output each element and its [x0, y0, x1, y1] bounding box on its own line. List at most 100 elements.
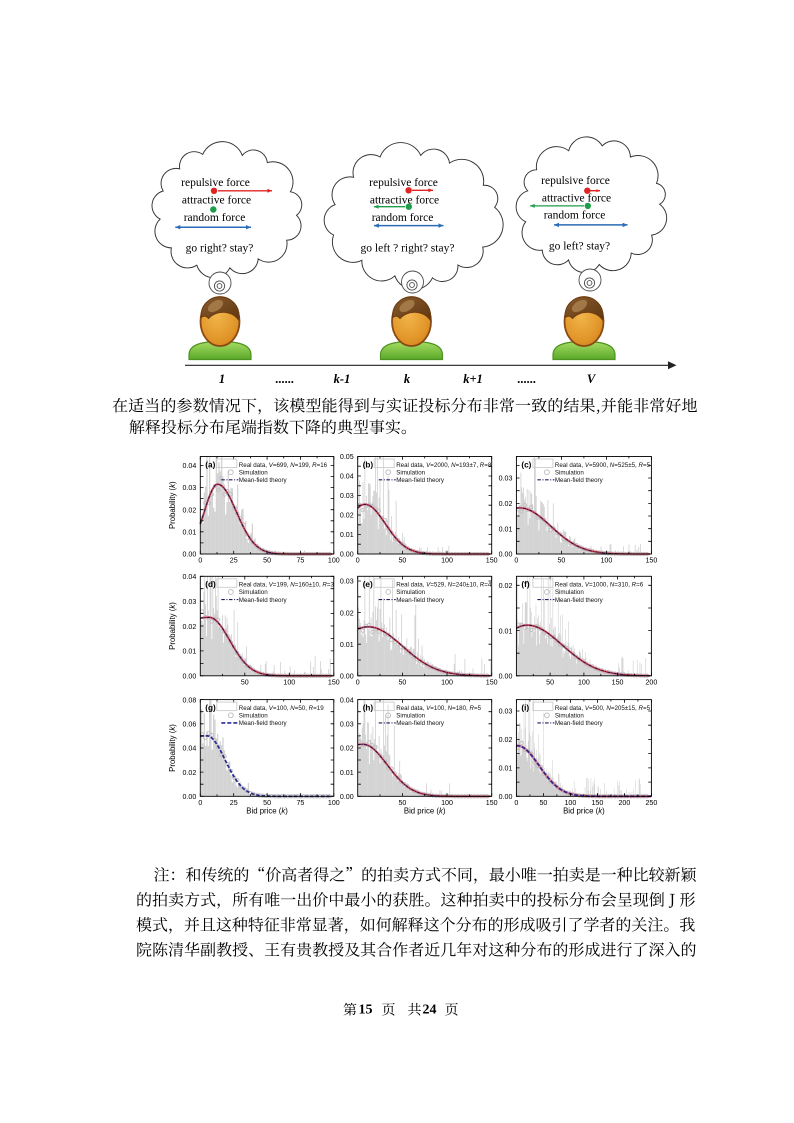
svg-text:0.01: 0.01	[499, 627, 513, 635]
svg-text:Probability (k): Probability (k)	[168, 724, 177, 772]
svg-text:k+1: k+1	[463, 372, 483, 386]
svg-text:(a): (a)	[205, 460, 215, 469]
svg-text:repulsive force: repulsive force	[541, 175, 610, 187]
svg-text:V: V	[587, 372, 597, 386]
svg-text:Probability (k): Probability (k)	[168, 602, 177, 650]
svg-text:0.02: 0.02	[182, 506, 196, 514]
svg-text:0.00: 0.00	[182, 551, 196, 559]
svg-text:Simulation: Simulation	[239, 713, 268, 720]
svg-text:0.01: 0.01	[499, 765, 513, 773]
svg-text:(f): (f)	[521, 580, 529, 589]
svg-text:0: 0	[198, 799, 202, 807]
svg-text:Simulation: Simulation	[239, 469, 268, 476]
svg-text:0.00: 0.00	[182, 793, 196, 801]
svg-text:......: ......	[276, 372, 295, 386]
svg-text:0.01: 0.01	[340, 769, 354, 777]
svg-text:0.08: 0.08	[182, 696, 196, 704]
svg-text:0.02: 0.02	[182, 623, 196, 631]
svg-text:0.02: 0.02	[340, 745, 354, 753]
svg-text:k-1: k-1	[334, 372, 351, 386]
svg-text:0.00: 0.00	[499, 793, 513, 801]
svg-text:250: 250	[645, 799, 657, 807]
svg-text:0.00: 0.00	[340, 793, 354, 801]
svg-text:150: 150	[645, 557, 657, 565]
svg-text:25: 25	[230, 557, 238, 565]
svg-text:200: 200	[645, 678, 657, 686]
svg-text:Mean-field theory: Mean-field theory	[555, 720, 604, 727]
svg-text:0.03: 0.03	[340, 721, 354, 729]
svg-text:0.04: 0.04	[182, 462, 196, 470]
svg-text:0: 0	[198, 557, 202, 565]
svg-text:0.01: 0.01	[182, 529, 196, 537]
svg-text:Bid price (k): Bid price (k)	[563, 807, 605, 816]
svg-text:k: k	[404, 372, 411, 386]
svg-text:0: 0	[356, 557, 360, 565]
svg-text:0.02: 0.02	[340, 512, 354, 520]
svg-text:50: 50	[263, 557, 271, 565]
svg-text:Simulation: Simulation	[239, 589, 268, 596]
svg-text:0.01: 0.01	[182, 648, 196, 656]
svg-text:Bid price (k): Bid price (k)	[246, 807, 288, 816]
svg-text:150: 150	[612, 678, 624, 686]
svg-text:0.00: 0.00	[499, 673, 513, 681]
svg-text:(h): (h)	[363, 703, 374, 712]
svg-text:Simulation: Simulation	[555, 469, 584, 476]
svg-text:attractive force: attractive force	[370, 195, 439, 207]
svg-text:100: 100	[283, 678, 295, 686]
svg-text:attractive force: attractive force	[182, 195, 251, 207]
svg-text:0.04: 0.04	[182, 573, 196, 581]
svg-text:Real data, V=2000, N=193±7, R=: Real data, V=2000, N=193±7, R=8	[396, 462, 492, 469]
svg-text:0.01: 0.01	[499, 525, 513, 533]
svg-text:(g): (g)	[205, 703, 216, 712]
svg-text:24: 24	[423, 1003, 437, 1018]
svg-text:100: 100	[441, 678, 453, 686]
svg-text:Real data, V=500, N=205±15, R=: Real data, V=500, N=205±15, R=5	[555, 705, 651, 712]
svg-text:repulsive force: repulsive force	[369, 177, 438, 189]
svg-text:50: 50	[557, 557, 565, 565]
svg-text:0.06: 0.06	[182, 721, 196, 729]
svg-text:75: 75	[296, 557, 304, 565]
svg-text:25: 25	[230, 799, 238, 807]
svg-text:100: 100	[328, 799, 340, 807]
svg-text:Real data, V=100, N=50, R=19: Real data, V=100, N=50, R=19	[239, 705, 324, 712]
svg-text:100: 100	[578, 678, 590, 686]
svg-text:150: 150	[486, 678, 498, 686]
svg-text:0.03: 0.03	[182, 598, 196, 606]
svg-text:Mean-field theory: Mean-field theory	[396, 720, 445, 727]
svg-text:random force: random force	[184, 212, 246, 224]
svg-text:0.01: 0.01	[340, 641, 354, 649]
svg-text:attractive force: attractive force	[542, 193, 611, 205]
svg-text:100: 100	[441, 557, 453, 565]
svg-text:15: 15	[359, 1003, 373, 1018]
svg-text:50: 50	[398, 557, 406, 565]
svg-text:Mean-field theory: Mean-field theory	[396, 477, 445, 484]
svg-text:0: 0	[356, 678, 360, 686]
svg-text:0.00: 0.00	[340, 673, 354, 681]
svg-text:50: 50	[398, 678, 406, 686]
svg-text:0.04: 0.04	[340, 696, 354, 704]
svg-text:Mean-field theory: Mean-field theory	[239, 477, 288, 484]
svg-text:Mean-field theory: Mean-field theory	[396, 597, 445, 604]
svg-text:Real data, V=529, N=240±10, R=: Real data, V=529, N=240±10, R=4	[396, 582, 492, 589]
svg-text:go left? stay?: go left? stay?	[549, 241, 610, 253]
svg-text:0.02: 0.02	[499, 736, 513, 744]
svg-text:0.05: 0.05	[340, 453, 354, 461]
svg-text:150: 150	[486, 799, 498, 807]
svg-text:0.03: 0.03	[499, 708, 513, 716]
svg-text:Real data, V=199, N=160±10, R=: Real data, V=199, N=160±10, R=3	[239, 582, 335, 589]
svg-text:0.01: 0.01	[340, 531, 354, 539]
svg-text:random force: random force	[372, 212, 434, 224]
svg-text:Real data, V=100, N=180, R=5: Real data, V=100, N=180, R=5	[396, 705, 481, 712]
svg-text:50: 50	[398, 799, 406, 807]
svg-text:(i): (i)	[521, 703, 529, 712]
svg-text:Mean-field theory: Mean-field theory	[239, 597, 288, 604]
svg-text:Mean-field theory: Mean-field theory	[555, 477, 604, 484]
svg-text:100: 100	[328, 557, 340, 565]
svg-text:random force: random force	[544, 210, 606, 222]
svg-text:1: 1	[219, 372, 225, 386]
svg-text:150: 150	[486, 557, 498, 565]
svg-text:0: 0	[514, 799, 518, 807]
svg-text:75: 75	[296, 799, 304, 807]
svg-text:50: 50	[263, 799, 271, 807]
svg-text:Simulation: Simulation	[555, 589, 584, 596]
